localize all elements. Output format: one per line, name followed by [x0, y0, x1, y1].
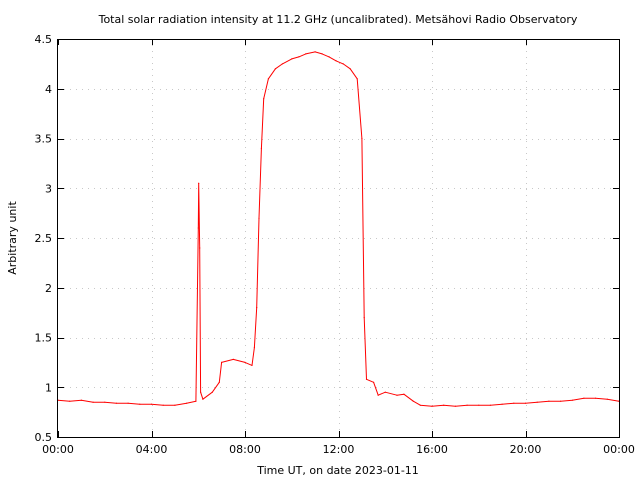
data-point — [211, 391, 213, 393]
x-tick-label: 00:00 — [42, 443, 74, 456]
data-point — [560, 400, 562, 402]
data-point — [298, 56, 300, 58]
x-tick-label: 20:00 — [510, 443, 542, 456]
data-point — [263, 98, 265, 100]
data-point — [443, 404, 445, 406]
data-point — [356, 78, 358, 80]
data-point — [162, 404, 164, 406]
data-point — [253, 346, 255, 348]
data-point — [92, 401, 94, 403]
plot-frame — [57, 39, 620, 438]
y-tick-label: 0.5 — [35, 431, 53, 444]
data-point — [335, 60, 337, 62]
data-point — [342, 63, 344, 65]
y-tick-labels: 0.5 1 1.5 2 2.5 3 3.5 4 4.5 — [35, 33, 53, 444]
y-tick-label: 2 — [45, 282, 52, 295]
data-point — [291, 58, 293, 60]
data-point — [251, 364, 253, 366]
data-point — [232, 358, 234, 360]
data-point — [583, 397, 585, 399]
data-point — [513, 402, 515, 404]
data-point — [571, 399, 573, 401]
data-point — [349, 68, 351, 70]
x-tick-label: 12:00 — [323, 443, 355, 456]
data-point — [466, 404, 468, 406]
data-point — [363, 317, 365, 319]
data-point — [454, 405, 456, 407]
data-point — [200, 391, 202, 393]
data-point — [314, 51, 316, 53]
data-point — [478, 404, 480, 406]
y-tick-label: 1 — [45, 381, 52, 394]
x-tick-labels: 00:00 04:00 08:00 12:00 16:00 20:00 00:00 — [42, 443, 635, 456]
data-point — [258, 217, 260, 219]
data-point — [431, 405, 433, 407]
data-point — [524, 402, 527, 404]
y-tick-label: 3.5 — [35, 133, 53, 146]
data-point — [501, 403, 503, 405]
data-point — [260, 147, 262, 149]
data-point — [69, 400, 71, 402]
axis-ticks — [58, 39, 620, 438]
data-point — [221, 361, 223, 363]
y-tick-label: 2.5 — [35, 232, 53, 245]
data-point — [384, 391, 386, 393]
y-tick-label: 3 — [45, 182, 52, 195]
data-point — [198, 182, 200, 184]
grid — [58, 39, 619, 437]
data-point — [267, 78, 269, 80]
data-point — [328, 56, 330, 58]
data-point — [256, 307, 258, 309]
data-point — [218, 381, 220, 383]
data-point — [321, 53, 323, 55]
x-axis-title: Time UT, on date 2023-01-11 — [256, 464, 419, 477]
data-point — [80, 399, 82, 401]
data-point — [139, 403, 141, 405]
data-point — [361, 137, 363, 140]
data-point — [244, 361, 246, 363]
data-point — [186, 402, 188, 404]
data-point — [115, 402, 117, 404]
data-point — [127, 402, 129, 404]
data-point — [403, 393, 405, 395]
x-tick-label: 16:00 — [416, 443, 448, 456]
y-axis-title: Arbitrary unit — [6, 201, 19, 275]
data-point — [281, 63, 283, 65]
data-point — [202, 398, 204, 400]
y-tick-label: 4.5 — [35, 33, 53, 46]
series-layer — [57, 51, 620, 407]
data-point — [373, 381, 375, 383]
data-point — [595, 397, 597, 399]
data-point — [104, 401, 106, 403]
data-point — [197, 227, 199, 229]
data-point — [305, 53, 307, 55]
data-point — [396, 394, 398, 396]
data-point — [548, 400, 550, 402]
data-point — [274, 68, 276, 70]
data-point — [606, 398, 608, 400]
x-tick-label: 08:00 — [229, 443, 261, 456]
data-point — [195, 400, 197, 402]
x-tick-label: 00:00 — [603, 443, 635, 456]
y-tick-label: 1.5 — [35, 332, 53, 345]
data-point — [199, 247, 201, 249]
data-point — [412, 400, 414, 402]
data-point — [365, 378, 368, 380]
data-point — [419, 404, 421, 406]
data-point — [489, 404, 491, 406]
y-tick-label: 4 — [45, 83, 52, 96]
data-point — [174, 404, 176, 406]
data-point — [536, 401, 538, 403]
series-line — [57, 51, 620, 407]
x-tick-label: 04:00 — [136, 443, 168, 456]
chart-title: Total solar radiation intensity at 11.2 … — [98, 13, 578, 26]
data-point — [150, 403, 153, 405]
data-point — [377, 394, 379, 396]
